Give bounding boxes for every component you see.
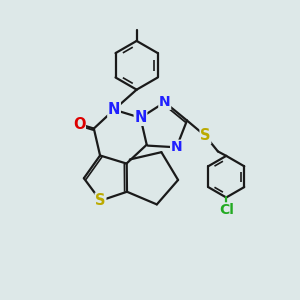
Text: Cl: Cl <box>219 203 234 217</box>
Text: N: N <box>159 95 170 109</box>
Text: N: N <box>171 140 182 154</box>
Text: S: S <box>95 193 106 208</box>
Text: S: S <box>200 128 211 143</box>
Text: N: N <box>108 102 120 117</box>
Text: N: N <box>134 110 147 125</box>
Text: O: O <box>73 116 85 131</box>
